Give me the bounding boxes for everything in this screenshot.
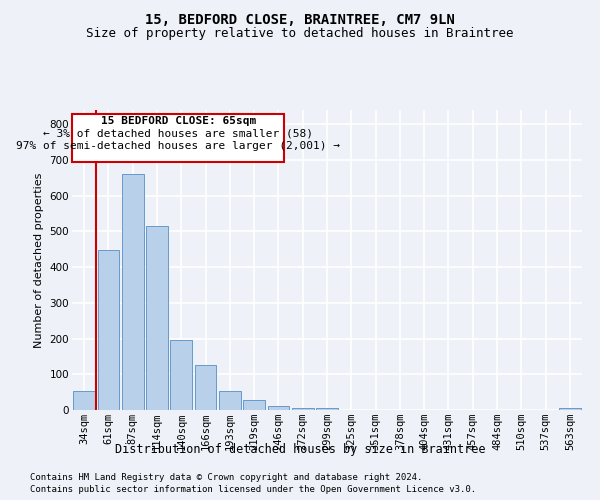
Text: Size of property relative to detached houses in Braintree: Size of property relative to detached ho… (86, 28, 514, 40)
Text: Distribution of detached houses by size in Braintree: Distribution of detached houses by size … (115, 442, 485, 456)
Bar (194, 366, 217, 410)
Bar (122, 174, 143, 410)
Bar (316, 408, 338, 410)
Bar (243, 400, 265, 410)
Text: Contains HM Land Registry data © Crown copyright and database right 2024.: Contains HM Land Registry data © Crown c… (30, 472, 422, 482)
Bar (559, 408, 581, 410)
Y-axis label: Number of detached properties: Number of detached properties (34, 172, 44, 348)
Bar (170, 340, 192, 410)
Text: 15, BEDFORD CLOSE, BRAINTREE, CM7 9LN: 15, BEDFORD CLOSE, BRAINTREE, CM7 9LN (145, 12, 455, 26)
Text: Contains public sector information licensed under the Open Government Licence v3: Contains public sector information licen… (30, 485, 476, 494)
Bar (146, 226, 168, 410)
Bar (219, 392, 241, 410)
Text: 97% of semi-detached houses are larger (2,001) →: 97% of semi-detached houses are larger (… (16, 140, 340, 150)
Text: ← 3% of detached houses are smaller (58): ← 3% of detached houses are smaller (58) (43, 128, 313, 138)
Bar (268, 406, 289, 410)
FancyBboxPatch shape (73, 114, 284, 162)
Bar (292, 408, 314, 410)
Bar (97, 250, 119, 410)
Bar (73, 392, 95, 410)
Text: 15 BEDFORD CLOSE: 65sqm: 15 BEDFORD CLOSE: 65sqm (101, 116, 256, 126)
